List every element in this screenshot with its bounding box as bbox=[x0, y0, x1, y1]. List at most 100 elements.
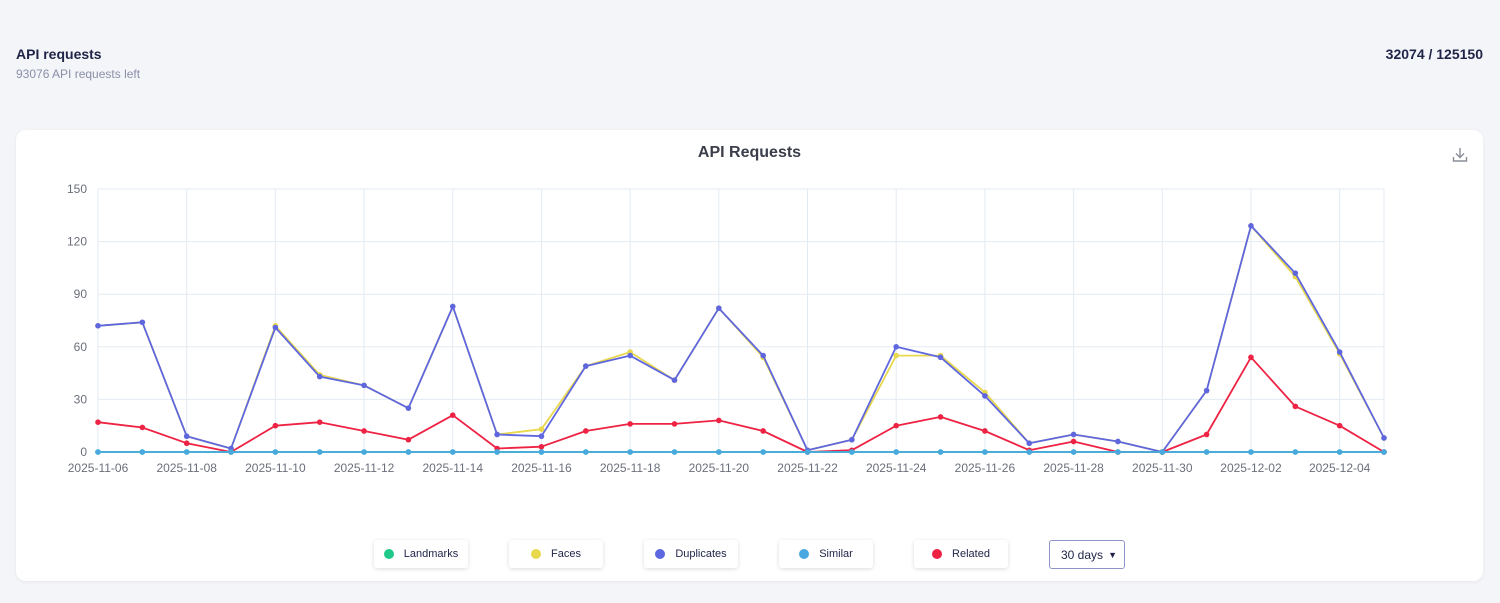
data-point-similar bbox=[139, 449, 146, 455]
data-point-related bbox=[760, 428, 766, 434]
x-tick-label: 2025-11-30 bbox=[1132, 461, 1193, 475]
series-line-duplicates bbox=[97, 224, 1385, 453]
range-select[interactable]: 30 days ▼ bbox=[1049, 540, 1125, 569]
legend-dot bbox=[383, 549, 394, 559]
data-point-related bbox=[582, 428, 589, 434]
data-point-related bbox=[272, 422, 279, 429]
x-tick-label: 2025-11-28 bbox=[1043, 461, 1104, 475]
data-point-duplicates bbox=[893, 344, 900, 350]
data-point-duplicates bbox=[716, 305, 722, 312]
legend-label: Landmarks bbox=[403, 548, 459, 560]
data-point-similar bbox=[316, 449, 323, 455]
data-point-similar bbox=[95, 449, 101, 455]
data-point-related bbox=[982, 428, 988, 434]
download-icon[interactable] bbox=[1451, 146, 1469, 164]
data-point-related bbox=[405, 436, 412, 443]
data-point-faces bbox=[893, 352, 900, 359]
x-tick-label: 2025-12-02 bbox=[1220, 461, 1282, 475]
legend-dot bbox=[531, 549, 542, 559]
data-point-related bbox=[627, 421, 633, 427]
data-point-similar bbox=[671, 449, 678, 455]
data-point-related bbox=[1070, 438, 1077, 445]
data-point-related bbox=[937, 414, 944, 420]
x-tick-label: 2025-11-14 bbox=[423, 461, 484, 475]
data-point-duplicates bbox=[95, 322, 101, 329]
data-point-related bbox=[893, 422, 900, 429]
data-point-related bbox=[316, 419, 323, 425]
data-point-duplicates bbox=[1292, 270, 1299, 276]
x-tick-label: 2025-11-10 bbox=[245, 461, 306, 475]
data-point-similar bbox=[1336, 449, 1343, 455]
legend-item-landmarks[interactable]: Landmarks bbox=[374, 540, 468, 568]
x-tick-label: 2025-11-18 bbox=[600, 461, 661, 475]
data-point-similar bbox=[893, 449, 900, 455]
data-point-duplicates bbox=[449, 303, 456, 310]
data-point-similar bbox=[1026, 449, 1033, 455]
legend-item-faces[interactable]: Faces bbox=[509, 540, 603, 568]
data-point-related bbox=[716, 417, 722, 424]
data-point-related bbox=[671, 421, 678, 427]
data-point-related bbox=[449, 412, 456, 418]
data-point-faces bbox=[538, 426, 545, 433]
data-point-similar bbox=[937, 449, 944, 455]
data-point-similar bbox=[1115, 449, 1121, 455]
data-point-duplicates bbox=[849, 436, 855, 443]
legend-label: Duplicates bbox=[675, 548, 727, 560]
legend-item-duplicates[interactable]: Duplicates bbox=[644, 540, 738, 568]
data-point-similar bbox=[538, 449, 545, 455]
x-tick-label: 2025-11-06 bbox=[68, 461, 129, 475]
legend-dot bbox=[799, 549, 810, 559]
data-point-duplicates bbox=[671, 377, 678, 383]
data-point-duplicates bbox=[183, 433, 190, 440]
requests-left-text: 93076 API requests left bbox=[16, 67, 141, 81]
page-title: API requests bbox=[16, 46, 102, 62]
range-select-value: 30 days bbox=[1061, 547, 1104, 562]
chevron-down-icon: ▼ bbox=[1108, 549, 1117, 560]
data-point-similar bbox=[228, 449, 234, 455]
x-tick-label: 2025-12-04 bbox=[1309, 461, 1371, 475]
legend-item-related[interactable]: Related bbox=[914, 540, 1008, 568]
y-tick-label: 120 bbox=[67, 235, 87, 249]
data-point-similar bbox=[405, 449, 412, 455]
data-point-related bbox=[95, 419, 101, 425]
data-point-similar bbox=[1203, 449, 1210, 455]
data-point-similar bbox=[1070, 449, 1077, 455]
data-point-duplicates bbox=[760, 352, 766, 359]
data-point-duplicates bbox=[1203, 387, 1210, 394]
data-point-related bbox=[538, 443, 545, 450]
data-point-related bbox=[1203, 431, 1210, 438]
x-tick-label: 2025-11-12 bbox=[334, 461, 395, 475]
data-point-duplicates bbox=[316, 373, 323, 380]
y-tick-label: 150 bbox=[67, 182, 87, 196]
x-tick-label: 2025-11-22 bbox=[777, 461, 838, 475]
data-point-duplicates bbox=[538, 433, 545, 440]
usage-counter: 32074 / 125150 bbox=[1385, 46, 1483, 62]
data-point-duplicates bbox=[582, 363, 589, 369]
data-point-duplicates bbox=[405, 405, 412, 411]
y-tick-label: 30 bbox=[74, 392, 88, 406]
legend-item-similar[interactable]: Similar bbox=[779, 540, 873, 568]
legend-label: Similar bbox=[819, 548, 853, 560]
data-point-similar bbox=[716, 449, 722, 455]
x-tick-label: 2025-11-16 bbox=[511, 461, 572, 475]
data-point-similar bbox=[1292, 449, 1299, 455]
series-line-faces bbox=[97, 224, 1385, 453]
legend-dot bbox=[932, 549, 943, 559]
data-point-similar bbox=[627, 449, 633, 455]
data-point-similar bbox=[582, 449, 589, 455]
download-icon-glyph bbox=[1452, 148, 1468, 162]
chart-title: API Requests bbox=[697, 144, 802, 161]
data-point-duplicates bbox=[1026, 440, 1033, 447]
data-point-similar bbox=[183, 449, 190, 455]
chart-card: 0 30 60 90 120 150 2025-11-06 2025-11-08 2025-11… bbox=[16, 130, 1483, 581]
data-point-duplicates bbox=[139, 319, 146, 326]
x-tick-label: 2025-11-26 bbox=[955, 461, 1016, 475]
data-point-duplicates bbox=[494, 431, 500, 438]
data-point-duplicates bbox=[361, 382, 367, 389]
data-point-related bbox=[361, 428, 367, 434]
data-point-duplicates bbox=[1070, 431, 1077, 438]
data-point-similar bbox=[760, 449, 766, 455]
x-tick-label: 2025-11-20 bbox=[689, 461, 750, 475]
y-tick-label: 60 bbox=[74, 340, 88, 354]
data-point-similar bbox=[982, 449, 988, 455]
